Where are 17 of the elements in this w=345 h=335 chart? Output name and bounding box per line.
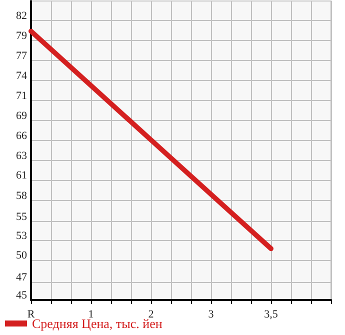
x-tick-label: 3 — [208, 308, 214, 320]
y-tick-label: 63 — [16, 150, 28, 162]
y-tick-label: 82 — [16, 10, 27, 22]
y-tick-label: 74 — [16, 70, 28, 82]
y-tick-label: 45 — [16, 290, 28, 302]
x-tick-label: 3,5 — [264, 308, 278, 320]
y-tick-label: 58 — [16, 190, 28, 202]
y-tick-label: 77 — [16, 50, 28, 62]
y-tick-label: 71 — [16, 90, 27, 102]
y-tick-label: 50 — [16, 249, 28, 262]
y-tick-label: 66 — [16, 130, 28, 142]
y-tick-label: 47 — [16, 271, 28, 284]
y-tick-label: 61 — [16, 169, 27, 182]
y-tick-label: 79 — [16, 30, 28, 42]
y-tick-label: 53 — [16, 230, 28, 242]
y-tick-label: 55 — [16, 210, 28, 223]
y-tick-label: 69 — [16, 110, 28, 122]
